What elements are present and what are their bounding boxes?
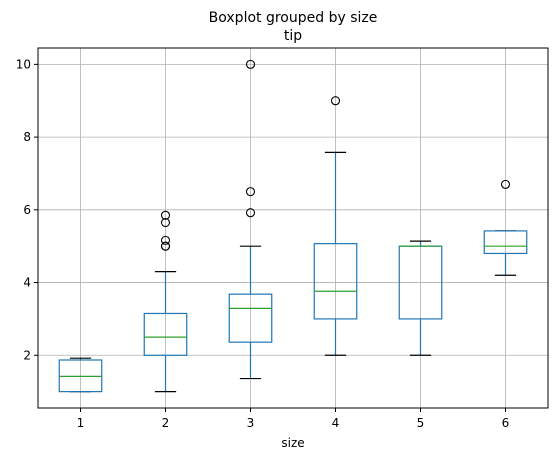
outlier-point [245,208,256,218]
outlier-point [500,179,511,189]
x-tick-label: 4 [332,416,340,430]
plot-area-frame [37,47,549,409]
grid-lines [38,48,548,408]
box-iqr [143,312,188,356]
x-tick-label: 6 [502,416,510,430]
box-iqr [483,230,528,255]
y-tick-label: 10 [16,57,31,71]
chart-subtitle: tip [284,28,302,44]
box-group [58,357,103,393]
y-tick-label: 6 [23,203,31,217]
outlier-point [160,235,171,245]
x-tick-label: 1 [77,416,85,430]
x-tick-label: 2 [162,416,170,430]
boxes [58,59,528,393]
outlier-point [245,59,256,69]
box-group [313,96,358,356]
outlier-point [160,241,171,251]
box-iqr [228,293,273,343]
x-tick-label: 5 [417,416,425,430]
chart-title: Boxplot grouped by size [209,10,378,26]
y-tick-label: 2 [23,348,31,362]
outlier-point [330,96,341,106]
box-group [228,59,273,380]
box-group [143,210,188,393]
x-tick-label: 3 [247,416,255,430]
outlier-point [160,210,171,220]
axis-ticks: 1 2 3 4 5 6 2 4 6 8 10 [16,57,510,430]
box-group [483,179,528,276]
y-tick-label: 4 [23,276,31,290]
box-iqr [313,243,358,320]
x-axis-label: size [281,436,304,450]
outlier-point [245,187,256,197]
y-tick-label: 8 [23,130,31,144]
box-group [398,240,443,356]
outlier-point [160,217,171,228]
